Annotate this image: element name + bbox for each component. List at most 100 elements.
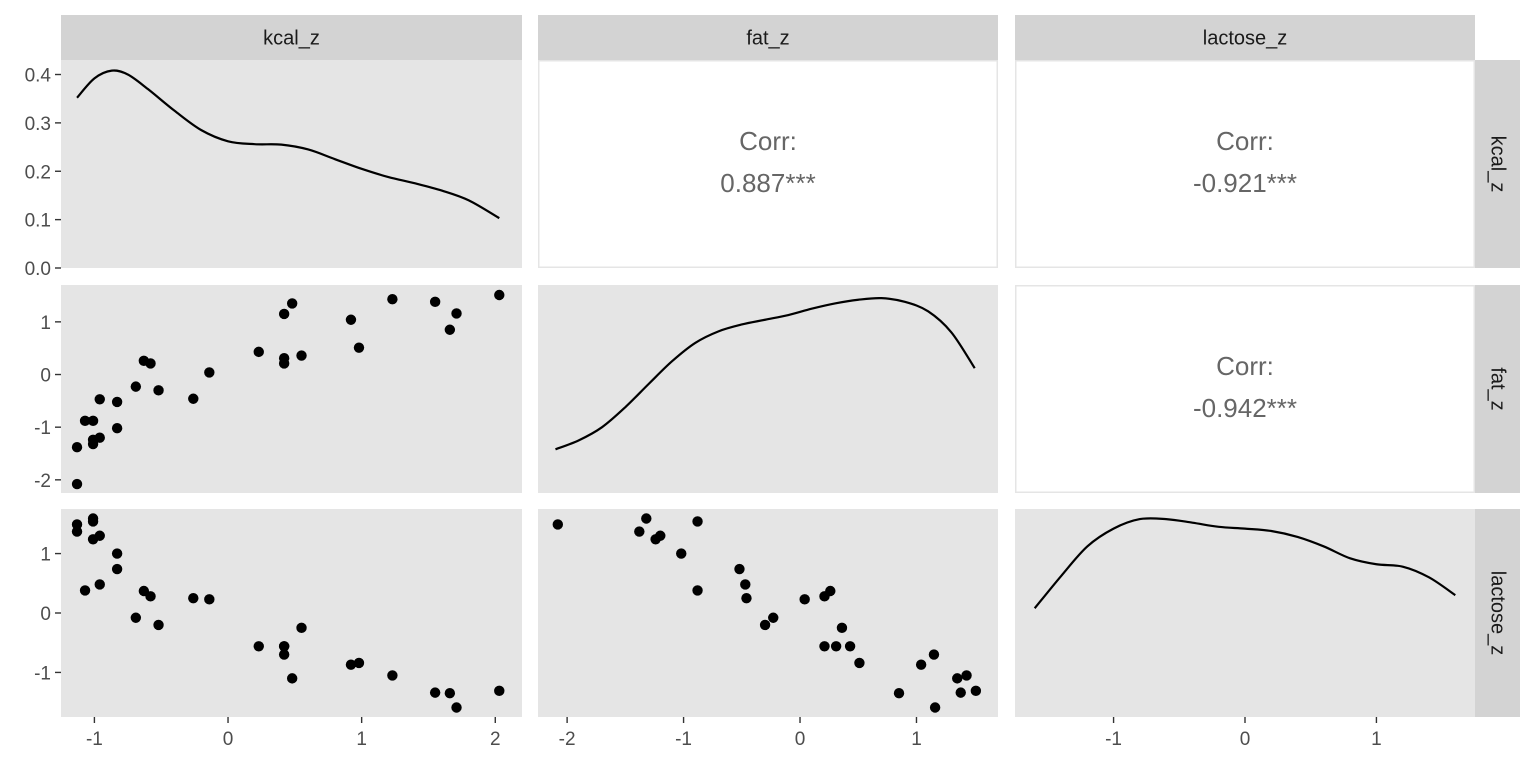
scatter-point	[494, 685, 505, 697]
y-tick-label: 0.4	[25, 66, 52, 87]
scatter-point	[634, 526, 645, 537]
scatter-point	[111, 396, 123, 408]
scatter-point	[188, 393, 199, 404]
scatter-point	[387, 670, 398, 681]
y-tick-label: -1	[34, 663, 51, 684]
scatter-point	[740, 579, 751, 590]
scatter-point	[928, 649, 940, 660]
scatter-point	[94, 432, 105, 443]
scatter-point	[844, 641, 856, 652]
panel-lactose_z-lactose_z	[1015, 509, 1475, 717]
scatter-point	[87, 415, 99, 427]
y-tick-label: 0	[40, 604, 51, 625]
right-strip-fat_z	[1475, 285, 1520, 493]
scatter-point	[768, 612, 779, 623]
panel-fat_z-fat_z	[538, 285, 998, 493]
panel-background	[538, 285, 998, 493]
y-tick-label: 0.1	[25, 211, 51, 232]
y-tick-label: 1	[40, 545, 51, 566]
scatter-point	[655, 530, 666, 541]
scatter-point	[734, 563, 745, 575]
panel-lactose_z-fat_z	[538, 509, 998, 717]
scatter-point	[429, 296, 441, 308]
panel-fat_z-kcal_z	[61, 285, 522, 493]
scatter-point	[836, 622, 848, 634]
corr-label: Corr:	[1216, 351, 1274, 381]
scatter-point	[741, 592, 752, 604]
y-tick-label: 0.2	[25, 162, 51, 183]
scatter-point	[87, 516, 99, 527]
top-strip-labels: kcal_z fat_z lactose_z	[61, 15, 1475, 60]
right-strip-kcal_z	[1475, 60, 1520, 268]
x-tick-label: -1	[86, 729, 103, 750]
corr-value: 0.887***	[720, 168, 815, 198]
corr-label: Corr:	[1216, 126, 1274, 156]
y-tick-label: -2	[34, 471, 51, 492]
panel-kcal_z-fat_z: Corr: 0.887***	[538, 60, 998, 268]
x-tick-label: 1	[911, 729, 922, 750]
scatter-point	[111, 548, 123, 559]
panel-kcal_z-kcal_z	[61, 60, 522, 268]
scatter-point	[71, 519, 83, 530]
x-tick-label: 1	[356, 729, 367, 750]
scatter-point	[94, 394, 105, 405]
top-strip-label: fat_z	[746, 28, 789, 50]
axis-ticks: -1 0 1 2 -2 -1 0 1 -1 0 1 0.0 0.1 0.2 0.3 0.4 -2 -1 0 1 -1 0 1	[25, 66, 1382, 750]
x-tick-label: -1	[675, 729, 692, 750]
right-strip-lactose_z	[1475, 509, 1520, 717]
scatter-point	[692, 585, 703, 596]
x-tick-label: -2	[559, 729, 576, 750]
panel-background	[61, 509, 522, 717]
right-strip-label: lactose_z	[1487, 571, 1509, 656]
scatter-point	[345, 314, 357, 325]
x-tick-label: 0	[795, 729, 806, 750]
top-strip-lactose_z	[1015, 15, 1475, 60]
scatter-point	[692, 516, 703, 527]
scatter-point	[444, 688, 456, 699]
panel-kcal_z-lactose_z: Corr: -0.921***	[1015, 60, 1475, 268]
density-curve-lactose_z	[1033, 517, 1456, 609]
scatter-point	[204, 594, 215, 605]
panel-background	[61, 60, 522, 268]
scatter-point	[893, 688, 905, 699]
scatter-point	[130, 381, 142, 392]
scatter-point	[145, 358, 156, 369]
density-curve-fat_z	[555, 296, 976, 451]
top-strip-fat_z	[538, 15, 998, 60]
corr-label: Corr:	[739, 126, 797, 156]
panel-background	[538, 509, 998, 717]
scatter-point	[955, 687, 966, 698]
right-strip-label: fat_z	[1487, 367, 1509, 410]
scatter-point	[153, 385, 164, 396]
x-tick-label: 1	[1371, 729, 1382, 750]
y-tick-label: 0	[40, 366, 51, 387]
scatter-point	[915, 659, 927, 670]
x-tick-label: 2	[490, 729, 501, 750]
scatter-point	[278, 649, 290, 660]
scatter-point	[387, 294, 398, 305]
scatter-point	[929, 702, 941, 713]
scatter-point	[71, 441, 83, 453]
right-strip-label: kcal_z	[1487, 136, 1509, 193]
scatter-point	[444, 324, 456, 335]
top-strip-label: lactose_z	[1203, 28, 1288, 50]
scatter-point	[204, 367, 215, 378]
scatter-point	[130, 612, 142, 623]
scatter-point	[494, 289, 505, 301]
scatter-point	[79, 585, 91, 596]
x-tick-label: -1	[1105, 729, 1122, 750]
scatter-point	[854, 657, 865, 669]
corr-panel-background	[538, 60, 998, 268]
corr-panel-background	[1015, 60, 1475, 268]
panel-fat_z-lactose_z: Corr: -0.942***	[1015, 285, 1475, 493]
scatter-point	[353, 657, 365, 669]
scatter-point	[71, 526, 83, 537]
scatter-point	[188, 592, 199, 604]
scatter-point	[676, 548, 687, 559]
scatter-point	[286, 673, 298, 684]
scatter-point	[278, 308, 290, 320]
scatter-point	[429, 687, 441, 698]
right-strip-labels: kcal_z fat_z lactose_z	[1475, 60, 1520, 717]
scatter-point	[111, 563, 123, 575]
